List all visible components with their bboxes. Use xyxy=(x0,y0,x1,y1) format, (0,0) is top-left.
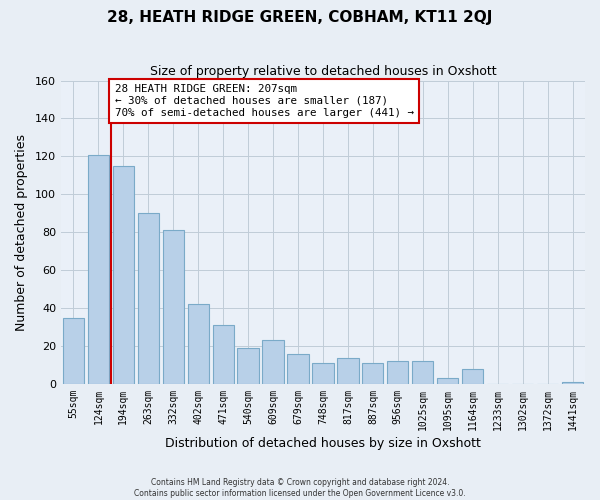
Text: 28, HEATH RIDGE GREEN, COBHAM, KT11 2QJ: 28, HEATH RIDGE GREEN, COBHAM, KT11 2QJ xyxy=(107,10,493,25)
Bar xyxy=(387,362,409,384)
Bar xyxy=(412,362,433,384)
X-axis label: Distribution of detached houses by size in Oxshott: Distribution of detached houses by size … xyxy=(165,437,481,450)
Bar xyxy=(337,358,359,384)
Title: Size of property relative to detached houses in Oxshott: Size of property relative to detached ho… xyxy=(149,65,496,78)
Bar xyxy=(113,166,134,384)
Text: Contains HM Land Registry data © Crown copyright and database right 2024.
Contai: Contains HM Land Registry data © Crown c… xyxy=(134,478,466,498)
Bar xyxy=(262,340,284,384)
Bar xyxy=(163,230,184,384)
Text: 28 HEATH RIDGE GREEN: 207sqm
← 30% of detached houses are smaller (187)
70% of s: 28 HEATH RIDGE GREEN: 207sqm ← 30% of de… xyxy=(115,84,413,117)
Bar xyxy=(137,214,159,384)
Bar xyxy=(437,378,458,384)
Bar xyxy=(88,154,109,384)
Bar xyxy=(238,348,259,384)
Bar xyxy=(313,363,334,384)
Bar xyxy=(562,382,583,384)
Y-axis label: Number of detached properties: Number of detached properties xyxy=(15,134,28,331)
Bar xyxy=(462,369,484,384)
Bar xyxy=(212,326,234,384)
Bar xyxy=(287,354,308,384)
Bar xyxy=(362,363,383,384)
Bar xyxy=(188,304,209,384)
Bar xyxy=(63,318,84,384)
